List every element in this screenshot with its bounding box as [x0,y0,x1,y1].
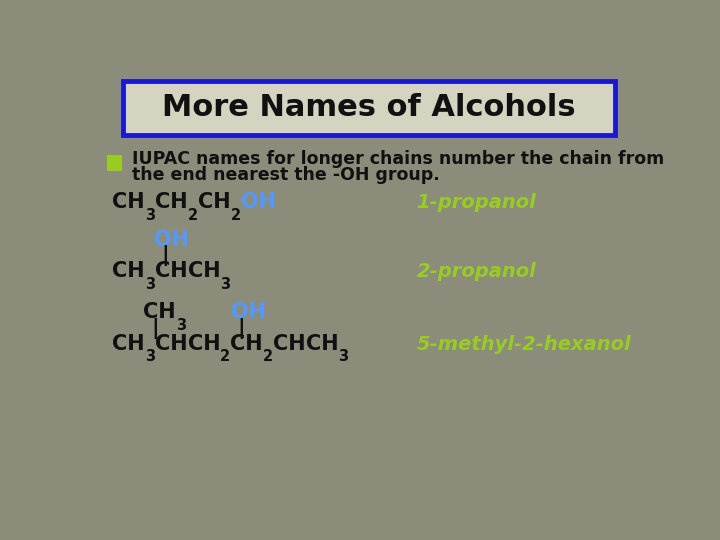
Text: CH: CH [155,261,188,281]
Text: CH: CH [143,302,176,322]
Text: 2: 2 [230,208,240,223]
Text: OH: OH [240,192,276,212]
Text: CH: CH [230,334,263,354]
Text: the end nearest the -OH group.: the end nearest the -OH group. [132,166,440,184]
Text: |: | [238,318,245,339]
Text: CH: CH [112,261,145,281]
Text: OH: OH [230,302,266,322]
Text: CH: CH [188,334,220,354]
FancyBboxPatch shape [107,155,122,171]
Text: 1-propanol: 1-propanol [416,193,536,212]
Text: 3: 3 [176,318,186,333]
Text: 3: 3 [338,349,348,364]
Text: 2: 2 [263,349,273,364]
Text: CH: CH [155,192,188,212]
Text: CH: CH [155,334,188,354]
Text: 3: 3 [145,276,155,292]
Text: 2: 2 [220,349,230,364]
Text: 5-methyl-2-hexanol: 5-methyl-2-hexanol [416,335,631,354]
Text: IUPAC names for longer chains number the chain from: IUPAC names for longer chains number the… [132,150,664,168]
Text: CH: CH [112,334,145,354]
Text: More Names of Alcohols: More Names of Alcohols [162,93,576,122]
Text: CH: CH [306,334,338,354]
Text: 2-propanol: 2-propanol [416,262,536,281]
FancyBboxPatch shape [124,82,615,136]
Text: 3: 3 [145,349,155,364]
Text: 2: 2 [188,208,198,223]
Text: 3: 3 [145,208,155,223]
Text: |: | [151,318,159,339]
Text: CH: CH [198,192,230,212]
Text: |: | [161,246,169,266]
Text: CH: CH [273,334,306,354]
Text: OH: OH [154,230,189,249]
Text: CH: CH [188,261,220,281]
Text: CH: CH [112,192,145,212]
Text: 3: 3 [220,276,230,292]
